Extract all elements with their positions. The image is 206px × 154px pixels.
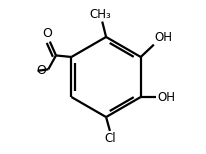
- Text: O: O: [37, 64, 47, 77]
- Text: OH: OH: [155, 31, 173, 44]
- Text: OH: OH: [157, 91, 175, 103]
- Text: Cl: Cl: [104, 132, 116, 145]
- Text: O: O: [42, 27, 52, 40]
- Text: CH₃: CH₃: [90, 8, 112, 21]
